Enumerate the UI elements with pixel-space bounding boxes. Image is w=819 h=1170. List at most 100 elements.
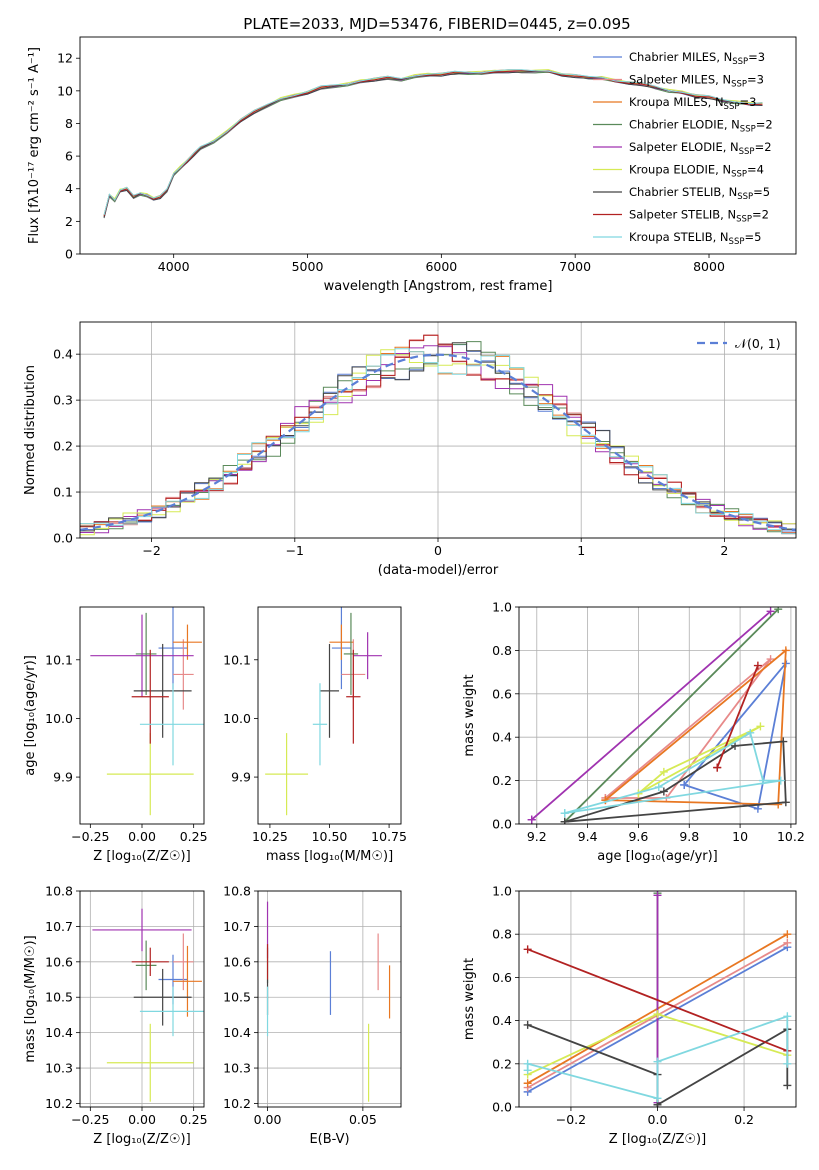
panels: 4000 5000 6000 7000 8000024681012wavelength … [23,36,805,1148]
x-tick-label: 10.25 [252,829,288,844]
point-marker [523,1020,532,1029]
point-marker [783,1081,792,1090]
x-axis-label: Z [log₁₀(Z/Z☉)] [609,1132,706,1147]
point-marker [653,1094,662,1103]
point-marker [774,800,783,809]
y-tick-label: 10.2 [223,1096,251,1111]
x-tick-label: −2 [142,543,160,558]
y-tick-label: 4 [65,181,73,196]
point-marker [766,655,775,664]
y-tick-label: 0 [65,247,73,262]
y-axis-label: age [log₁₀(age/yr)] [23,655,38,776]
legend-entry: Kroupa MILES, NSSP=3 [629,95,756,112]
x-tick-label: −1 [286,543,304,558]
point-marker [680,780,689,789]
x-axis-label: age [log₁₀(age/yr)] [597,849,718,864]
point-marker [659,787,668,796]
point-marker [746,728,755,737]
weight-line [604,658,772,799]
x-tick-label: 0.25 [180,1112,208,1127]
x-axis-label: wavelength [Angstrom, rest frame] [324,279,553,294]
histogram-step [80,341,796,533]
point-marker [756,722,765,731]
legend-entry: Salpeter STELIB, NSSP=2 [629,208,769,225]
point-marker [560,809,569,818]
y-tick-label: 10.5 [223,990,251,1005]
legend-entry: Salpeter MILES, NSSP=3 [629,73,764,90]
x-tick-label: 10.75 [371,829,407,844]
point-marker [713,763,722,772]
weight-line [527,948,788,1052]
weight-line [564,740,787,823]
panel-massweight-vs-age: 9.2 9.4 9.6 9.8 10 10.2 0.0 0.2 0.4 0.6 0.8 1.0 age … [462,600,805,865]
legend-entry: Chabrier MILES, NSSP=3 [629,50,765,67]
x-tick-label: 0.00 [128,829,156,844]
y-tick-label: 1.0 [492,600,512,615]
point-marker [783,1059,792,1068]
histogram-step [80,348,796,535]
panel-residuals: −2 −1 0 1 2 0.0 0.1 0.2 0.3 0.4 (data-model)/error… [23,321,797,578]
plot-area [90,607,204,816]
axes-frame [79,890,205,1108]
y-tick-label: 0.4 [53,347,73,362]
y-tick-label: 0.2 [492,1056,512,1071]
plot-area [527,607,790,824]
axes-frame [518,606,797,825]
x-tick-label: 8000 [693,259,725,274]
panel-mass-vs-Z: −0.25 0.00 0.25 10.2 10.3 10.4 10.5 10.6 10.7 10.… [23,884,208,1148]
weight-line [637,725,761,795]
axes-frame [79,606,205,825]
weight-line [716,665,759,768]
y-tick-label: 10.1 [223,652,251,667]
point-marker [523,1079,532,1088]
y-tick-label: 9.9 [231,770,251,785]
y-tick-label: 10.8 [223,884,251,899]
y-tick-label: 10.3 [223,1061,251,1076]
y-axis-label: mass weight [462,958,477,1040]
x-tick-label: 0.0 [648,1112,668,1127]
y-tick-label: 9.9 [53,770,73,785]
y-tick-label: 8 [65,116,73,131]
x-axis-label: Z [log₁₀(Z/Z☉)] [93,1132,190,1147]
point-marker [781,798,790,807]
point-marker [783,938,792,947]
panel-age-vs-Z: −0.25 0.00 0.25 9.9 10.0 10.1 Z [log₁₀(Z/Z☉)] a… [23,606,208,864]
x-tick-label: 2 [720,543,728,558]
point-marker [527,815,536,824]
x-axis-label: E(B-V) [309,1132,349,1147]
x-tick-label: 6000 [425,259,457,274]
panel-massweight-vs-Z: −0.2 0.0 0.2 0.0 0.2 0.4 0.6 0.8 1.0 Z [log₁₀(Z/Z… [462,884,797,1147]
x-tick-label: 4000 [158,259,190,274]
x-tick-label: −0.2 [556,1112,586,1127]
point-marker [653,1010,662,1019]
y-tick-label: 0.0 [53,531,73,546]
x-tick-label: 10 [732,829,748,844]
y-tick-label: 0.8 [492,927,512,942]
legend-entry: Kroupa STELIB, NSSP=5 [629,230,761,247]
y-axis-label: Flux [fλ10⁻¹⁷ erg cm⁻² s⁻¹ A⁻¹] [27,47,42,244]
point-marker [779,737,788,746]
x-tick-label: 9.4 [578,829,598,844]
y-tick-label: 10.1 [45,652,73,667]
point-marker [653,891,662,900]
x-axis-label: (data-model)/error [378,563,499,578]
x-tick-label: 1 [577,543,585,558]
x-tick-label: 9.6 [628,829,648,844]
model-spectrum-line [103,69,763,216]
point-marker [753,661,762,670]
histogram-step [80,334,796,534]
x-tick-label: 10.2 [777,829,805,844]
point-marker [783,1012,792,1021]
legend-entry: Chabrier STELIB, NSSP=5 [629,185,770,202]
x-tick-label: 10.50 [312,829,348,844]
point-marker [560,817,569,824]
plot-area [266,901,391,1102]
point-marker [523,945,532,954]
x-tick-label: 0.25 [180,829,208,844]
point-marker [653,1057,662,1066]
y-tick-label: 10.6 [223,954,251,969]
point-marker [781,646,790,655]
x-tick-label: −0.25 [71,1112,109,1127]
point-marker [654,783,663,792]
plot-area [92,908,204,1102]
